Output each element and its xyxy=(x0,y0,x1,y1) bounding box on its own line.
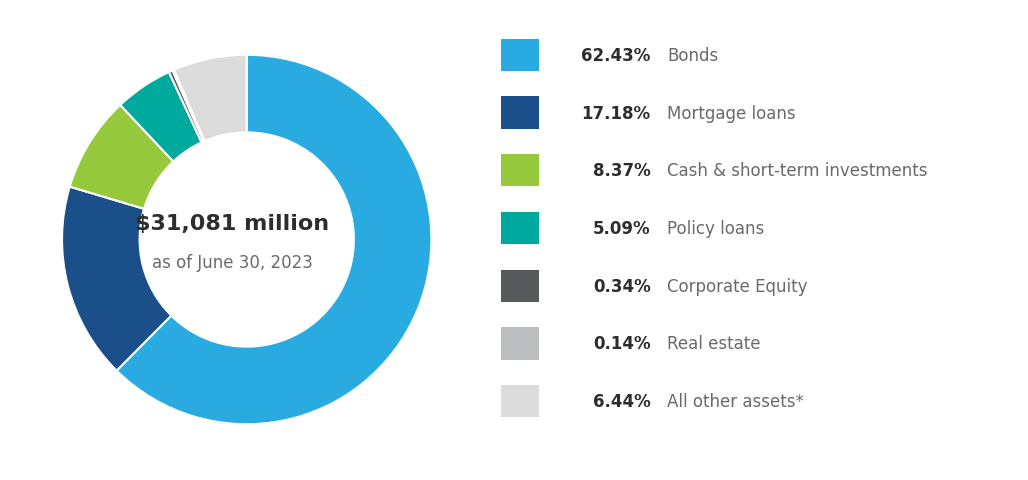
Text: Bonds: Bonds xyxy=(667,47,719,65)
FancyBboxPatch shape xyxy=(501,212,540,245)
FancyBboxPatch shape xyxy=(501,39,540,72)
Text: Cash & short-term investments: Cash & short-term investments xyxy=(667,162,927,180)
Text: Corporate Equity: Corporate Equity xyxy=(667,277,808,295)
Wedge shape xyxy=(70,106,174,209)
Text: 0.14%: 0.14% xyxy=(593,335,651,353)
Wedge shape xyxy=(169,71,204,143)
Wedge shape xyxy=(62,187,172,371)
Wedge shape xyxy=(173,71,205,142)
FancyBboxPatch shape xyxy=(501,97,540,130)
Text: 62.43%: 62.43% xyxy=(581,47,651,65)
Text: All other assets*: All other assets* xyxy=(667,392,804,410)
FancyBboxPatch shape xyxy=(501,327,540,360)
Text: 8.37%: 8.37% xyxy=(593,162,651,180)
FancyBboxPatch shape xyxy=(501,385,540,418)
Text: 6.44%: 6.44% xyxy=(593,392,651,410)
Text: Real estate: Real estate xyxy=(667,335,761,353)
Text: 0.34%: 0.34% xyxy=(593,277,651,295)
Text: Policy loans: Policy loans xyxy=(667,219,765,238)
Text: as of June 30, 2023: as of June 30, 2023 xyxy=(151,253,313,271)
Text: 5.09%: 5.09% xyxy=(593,219,651,238)
Wedge shape xyxy=(116,56,432,424)
Text: 17.18%: 17.18% xyxy=(582,104,651,122)
FancyBboxPatch shape xyxy=(501,155,540,187)
Text: $31,081 million: $31,081 million xyxy=(135,214,329,233)
Text: Mortgage loans: Mortgage loans xyxy=(667,104,796,122)
Wedge shape xyxy=(120,73,201,162)
Wedge shape xyxy=(174,56,247,142)
FancyBboxPatch shape xyxy=(501,270,540,302)
